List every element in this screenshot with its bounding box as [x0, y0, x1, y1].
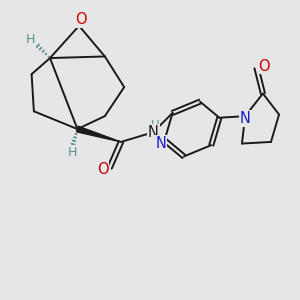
Text: H: H: [26, 33, 35, 46]
Polygon shape: [76, 126, 121, 142]
Text: H: H: [68, 146, 77, 159]
Text: O: O: [258, 58, 269, 74]
Text: N: N: [155, 136, 166, 151]
Text: O: O: [75, 13, 86, 28]
Text: N: N: [148, 125, 159, 140]
Text: O: O: [97, 162, 108, 177]
Text: H: H: [151, 119, 159, 132]
Text: N: N: [240, 111, 250, 126]
